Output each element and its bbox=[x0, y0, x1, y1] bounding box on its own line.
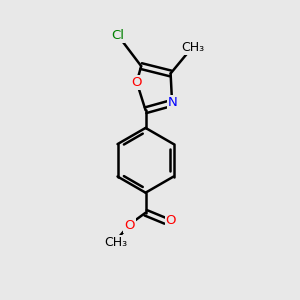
Text: CH₃: CH₃ bbox=[181, 41, 204, 54]
Text: N: N bbox=[168, 96, 178, 110]
Text: CH₃: CH₃ bbox=[104, 236, 127, 249]
Text: Cl: Cl bbox=[111, 29, 124, 42]
Text: O: O bbox=[166, 214, 176, 227]
Text: O: O bbox=[124, 219, 135, 232]
Text: O: O bbox=[131, 76, 141, 89]
